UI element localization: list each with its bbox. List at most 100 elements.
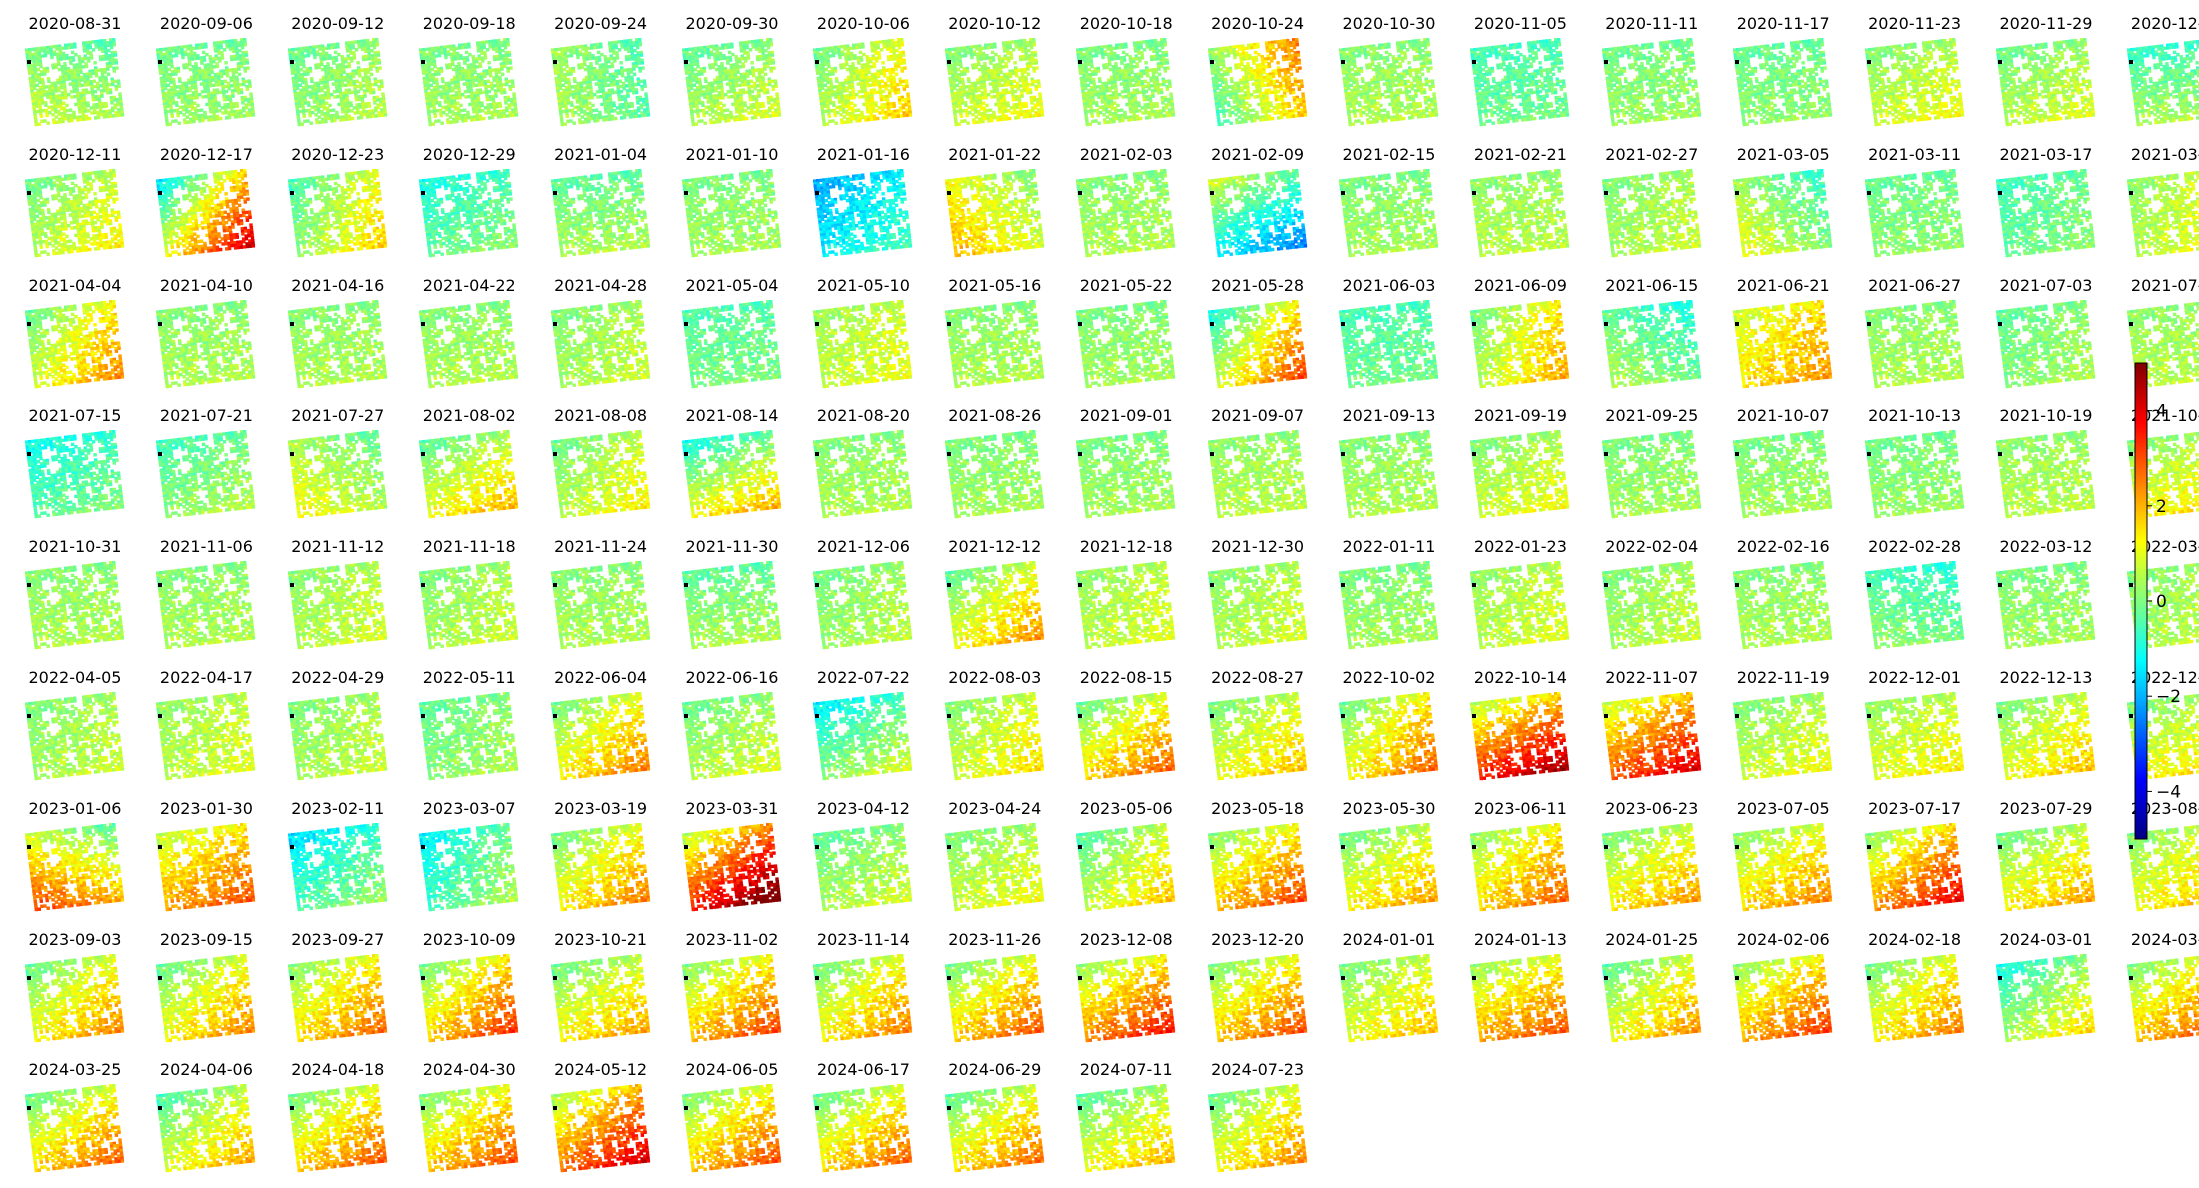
map-cell <box>770 69 773 72</box>
map-cell <box>237 115 240 118</box>
map-cell <box>487 111 490 114</box>
map-cell <box>987 119 990 122</box>
map-cell <box>739 118 742 121</box>
map-cell <box>770 98 773 101</box>
map-cell <box>1027 49 1030 52</box>
map-cell <box>721 117 724 120</box>
map-cell <box>363 94 366 97</box>
map-cell <box>576 56 579 59</box>
map-cell <box>95 45 98 48</box>
map-cell <box>971 113 974 116</box>
map-cell <box>246 88 249 91</box>
map-cell <box>93 80 96 83</box>
map-cell <box>1096 85 1099 88</box>
map-cell <box>759 57 762 60</box>
map-cell <box>561 63 564 66</box>
map-cell <box>97 69 100 72</box>
map-cell <box>566 101 569 104</box>
map-cell <box>591 104 594 107</box>
map-cell <box>1014 116 1017 119</box>
map-cell <box>182 56 185 59</box>
map-cell <box>444 56 447 59</box>
map-cell <box>963 119 966 122</box>
map-cell <box>561 105 564 108</box>
map-cell <box>488 90 491 93</box>
map-cell <box>1012 80 1015 83</box>
map-cell <box>829 54 832 57</box>
map-cell <box>984 96 987 99</box>
map-cell <box>582 81 585 84</box>
map-cell <box>857 82 860 85</box>
map-cell <box>1103 113 1106 116</box>
map-cell <box>451 63 454 66</box>
map-cell <box>749 72 752 75</box>
map-cell <box>844 121 847 124</box>
map-cell <box>869 60 872 63</box>
map-cell <box>345 118 348 121</box>
map-cell <box>1003 49 1006 52</box>
map-cell <box>94 116 97 119</box>
map-cell <box>205 95 208 98</box>
map-cell <box>324 96 327 99</box>
map-cell <box>438 54 441 57</box>
map-cell <box>726 61 729 64</box>
panel-date-title: 2020-09-12 <box>278 14 398 34</box>
map-cell <box>358 98 361 101</box>
map-cell <box>106 91 109 94</box>
map-cell <box>457 57 460 60</box>
map-cell <box>36 84 39 87</box>
map-cell <box>301 81 304 84</box>
map-cell <box>898 46 901 49</box>
map-cell <box>569 72 572 75</box>
map-cell <box>85 91 88 94</box>
map-cell <box>490 106 493 109</box>
map-cell <box>210 118 213 121</box>
map-cell <box>726 82 729 85</box>
map-cell <box>1011 72 1014 75</box>
map-cell <box>71 51 74 54</box>
map-cell <box>708 108 711 111</box>
map-cell <box>829 120 832 123</box>
map-cell <box>81 84 84 87</box>
map-cell <box>113 43 116 46</box>
map-cell <box>1023 115 1026 118</box>
reference-point-marker <box>27 60 31 64</box>
map-cell <box>1097 114 1100 117</box>
map-cell <box>632 73 635 76</box>
map-cell <box>39 65 42 68</box>
map-cell <box>366 115 369 118</box>
map-cell <box>627 50 630 53</box>
map-cell <box>965 85 968 88</box>
map-cell <box>738 60 741 63</box>
map-cell <box>44 54 47 57</box>
map-cell <box>437 93 440 96</box>
map-cell <box>829 49 832 52</box>
map-cell <box>380 85 383 88</box>
panel-date-title: 2020-10-12 <box>935 14 1055 34</box>
map-cell <box>619 85 622 88</box>
map-cell <box>570 85 573 88</box>
map-cell <box>1019 84 1022 87</box>
map-cell <box>336 116 339 119</box>
map-cell <box>1037 114 1040 117</box>
map-cell <box>193 120 196 123</box>
map-cell <box>318 47 321 50</box>
map-cell <box>225 111 228 114</box>
map-cell <box>620 116 623 119</box>
map-cell <box>333 95 336 98</box>
map-cell <box>348 117 351 120</box>
map-cell <box>105 105 108 108</box>
map-cell <box>899 101 902 104</box>
map-cell <box>1034 53 1037 56</box>
map-cell <box>93 61 96 64</box>
map-cell <box>101 50 104 53</box>
map-cell <box>240 115 243 118</box>
map-cell <box>630 105 633 108</box>
map-cell <box>1029 115 1032 118</box>
map-cell <box>73 95 76 98</box>
map-cell <box>1002 118 1005 121</box>
map-cell <box>844 47 847 50</box>
map-cell <box>303 73 306 76</box>
reference-point-marker <box>815 60 819 64</box>
